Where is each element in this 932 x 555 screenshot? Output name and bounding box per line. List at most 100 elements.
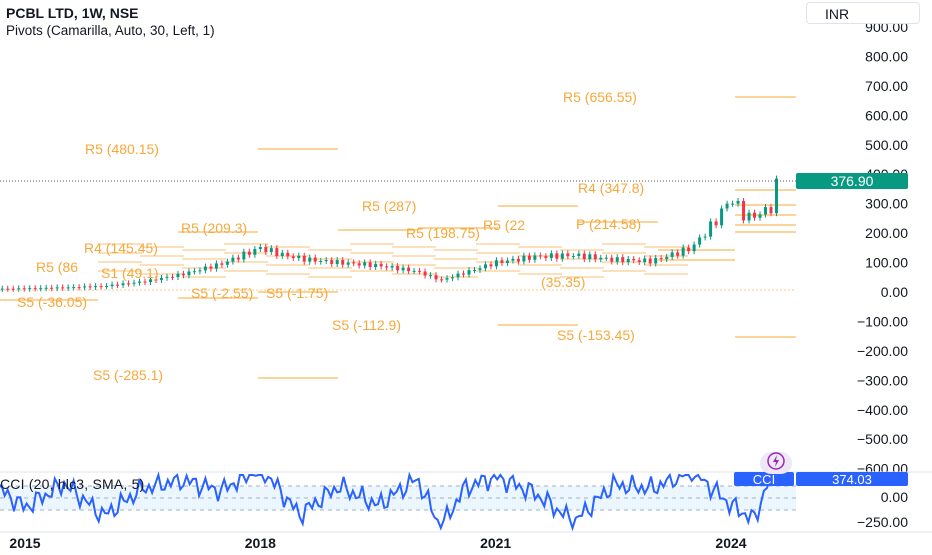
candle-body bbox=[390, 266, 394, 268]
candle-body bbox=[72, 287, 76, 289]
price-tick-label: 200.00 bbox=[865, 225, 908, 241]
candle-body bbox=[61, 287, 65, 289]
candle-body bbox=[604, 257, 608, 259]
candle-body bbox=[396, 266, 400, 271]
candle-body bbox=[494, 260, 498, 267]
pivot-label: S5 (-112.9) bbox=[332, 317, 401, 333]
pivot-label: R4 (145.45) bbox=[84, 240, 158, 256]
pivot-label: R5 (209.3) bbox=[181, 220, 247, 236]
candle-body bbox=[242, 251, 246, 260]
candle-body bbox=[6, 288, 10, 290]
candle-body bbox=[758, 214, 762, 218]
candle-body bbox=[368, 262, 372, 268]
candle-body bbox=[593, 254, 597, 260]
candle-body bbox=[308, 257, 312, 262]
candle-body bbox=[247, 251, 251, 255]
pivot-label: R5 (198.75) bbox=[406, 225, 480, 241]
candle-body bbox=[176, 273, 180, 278]
candle-body bbox=[170, 276, 174, 278]
price-tick-label: 0.00 bbox=[881, 284, 908, 300]
candle-body bbox=[753, 212, 757, 218]
candle-body bbox=[341, 260, 345, 265]
price-tick-label: 600.00 bbox=[865, 107, 908, 123]
chart-legend[interactable]: PCBL LTD, 1W, NSE Pivots (Camarilla, Aut… bbox=[6, 4, 215, 40]
candle-body bbox=[692, 244, 696, 252]
candle-body bbox=[94, 286, 98, 288]
pivot-label-group: R5 (480.15) R5 (656.55) R5 (287) R5 (209.3)… bbox=[17, 89, 644, 383]
candle-body bbox=[571, 255, 575, 257]
candle-body bbox=[275, 248, 279, 256]
candle-body bbox=[467, 270, 471, 275]
pivots-indicator-label[interactable]: Pivots (Camarilla, Auto, 30, Left, 1) bbox=[6, 23, 215, 38]
pivot-lines bbox=[0, 96, 796, 379]
candle-body bbox=[445, 278, 449, 280]
candle-body bbox=[626, 258, 630, 263]
candle-body bbox=[313, 257, 317, 262]
candle-body bbox=[544, 256, 548, 258]
candle-body bbox=[423, 271, 427, 276]
candle-body bbox=[269, 248, 273, 252]
candle-body bbox=[643, 258, 647, 262]
candle-body bbox=[489, 264, 493, 267]
candle-body bbox=[127, 283, 131, 285]
candle-body bbox=[149, 279, 153, 283]
candle-body bbox=[44, 287, 48, 289]
lightning-icon[interactable] bbox=[760, 452, 792, 474]
candle-body bbox=[198, 270, 202, 272]
candle-body bbox=[747, 212, 751, 221]
candle-body bbox=[121, 283, 125, 286]
pivot-label: R5 (287) bbox=[362, 198, 416, 214]
pivot-label: R4 (347.8) bbox=[578, 180, 644, 196]
candle-body bbox=[681, 247, 685, 256]
time-axis[interactable]: 2015 2018 2021 2024 bbox=[9, 535, 746, 551]
pivot-label: S5 (-1.75) bbox=[266, 285, 328, 301]
candle-body bbox=[588, 254, 592, 260]
price-tick-label: −200.00 bbox=[857, 343, 908, 359]
candle-body bbox=[472, 269, 476, 271]
pivot-label: S5 (-36.05) bbox=[17, 294, 87, 310]
candle-body bbox=[527, 255, 531, 260]
pivot-label: S5 (-285.1) bbox=[93, 367, 163, 383]
cci-badges: CCI 374.03 bbox=[734, 472, 908, 487]
candle-body bbox=[577, 253, 581, 256]
price-tick-label: 800.00 bbox=[865, 48, 908, 64]
candle-body bbox=[105, 285, 109, 287]
last-price-badge: 376.90 bbox=[796, 173, 908, 190]
candle-body bbox=[676, 252, 680, 256]
candle-body bbox=[346, 262, 350, 265]
candle-body bbox=[28, 288, 32, 290]
candle-body bbox=[698, 237, 702, 245]
candle-body bbox=[363, 262, 367, 266]
candle-body bbox=[99, 286, 103, 288]
candle-body bbox=[330, 260, 334, 265]
cci-tick-label: −250.00 bbox=[857, 514, 908, 530]
cci-axis[interactable]: 0.00 −250.00 bbox=[857, 489, 908, 530]
candle-body bbox=[500, 260, 504, 264]
symbol-title[interactable]: PCBL LTD, 1W, NSE bbox=[6, 5, 139, 21]
price-tick-label: −100.00 bbox=[857, 313, 908, 329]
time-tick-label: 2018 bbox=[245, 535, 276, 550]
candle-body bbox=[33, 288, 37, 290]
price-tick-label: 700.00 bbox=[865, 78, 908, 94]
candle-body bbox=[225, 261, 229, 265]
candle-body bbox=[764, 207, 768, 215]
candle-body bbox=[582, 253, 586, 260]
candle-body bbox=[434, 275, 438, 280]
candle-body bbox=[214, 263, 218, 269]
pivot-label: R5 (22 bbox=[483, 217, 525, 233]
cci-indicator-label[interactable]: CCI (20, hlc3, SMA, 5) bbox=[0, 476, 145, 492]
candle-body bbox=[549, 253, 553, 258]
candle-body bbox=[138, 281, 142, 283]
currency-button[interactable]: INR bbox=[806, 2, 920, 24]
candle-body bbox=[66, 287, 70, 289]
candle-body bbox=[412, 270, 416, 272]
cci-tick-label: 0.00 bbox=[881, 489, 908, 505]
price-axis[interactable]: 900.00800.00700.00600.00500.00400.00300.… bbox=[857, 19, 908, 477]
price-tick-label: 300.00 bbox=[865, 196, 908, 212]
price-tick-label: −400.00 bbox=[857, 402, 908, 418]
candle-body bbox=[478, 268, 482, 270]
candle-body bbox=[159, 277, 163, 280]
candle-body bbox=[440, 279, 444, 281]
